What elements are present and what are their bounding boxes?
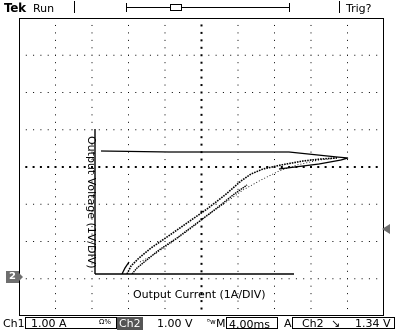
- acquisition-state: Run: [33, 2, 55, 15]
- ch1-scale: 1.00 A: [31, 317, 67, 330]
- scope-display: [19, 18, 384, 316]
- vi-curve-trace: [100, 150, 349, 275]
- record-length-bar: [126, 7, 290, 8]
- trigger-mode: A: [284, 317, 292, 330]
- trigger-slope-icon: ↘: [331, 317, 341, 330]
- divider: [339, 1, 340, 13]
- graticule-grid: [19, 18, 384, 316]
- y-axis-caption: Output Voltage (1V/DIV): [85, 136, 98, 269]
- ch1-scale-box: [25, 317, 117, 329]
- trigger-level: 1.34 V: [355, 317, 391, 330]
- trigger-source: Ch2: [302, 317, 324, 330]
- ch1-label: Ch1: [3, 317, 25, 330]
- brand-logo: Tek: [4, 1, 26, 15]
- trigger-level-arrow-icon: [382, 224, 390, 234]
- timebase-value: 4.00ms: [226, 317, 278, 331]
- top-status-bar: Tek Run Trig?: [0, 0, 395, 16]
- trigger-state: Trig?: [346, 2, 372, 15]
- timebase-prefix: M: [216, 317, 226, 330]
- record-view-window: [170, 4, 182, 11]
- bottom-status-bar: Ch1 1.00 A Ω% Ch2 1.00 V ᴮw M 4.00ms A C…: [0, 317, 395, 331]
- axes-frame: [94, 129, 294, 275]
- ch2-label: Ch2: [117, 317, 143, 330]
- ch2-scale: 1.00 V: [157, 317, 193, 330]
- x-axis-caption: Output Current (1A/DIV): [133, 288, 266, 301]
- divider: [74, 1, 75, 13]
- ch2-ground-marker: 2: [6, 271, 23, 283]
- bandwidth-limit-icon: ᴮw: [207, 318, 216, 326]
- record-bracket-left: [126, 3, 127, 12]
- ch1-coupling: Ω%: [99, 318, 112, 326]
- record-bracket-right: [289, 3, 290, 12]
